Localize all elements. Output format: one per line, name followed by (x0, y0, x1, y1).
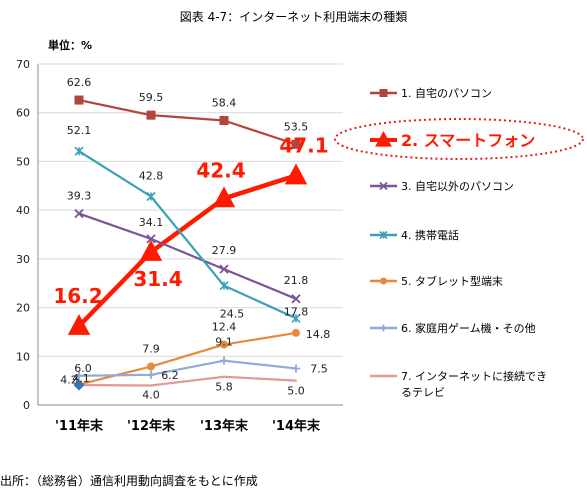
legend-label-4: 4. 携帯電話 (401, 228, 459, 242)
data-label-1: 59.5 (139, 91, 164, 104)
series-3-point (219, 264, 229, 274)
series-line-7 (77, 375, 298, 387)
series-2-point (139, 240, 163, 261)
series-line-6 (77, 359, 298, 377)
legend-label-3: 3. 自宅以外のパソコン (401, 179, 514, 193)
series-line-5 (77, 331, 298, 386)
series-1-point (291, 139, 301, 149)
legend-highlight-ellipse (334, 118, 584, 160)
legend-marker-5 (380, 277, 387, 285)
legend-marker-6 (380, 324, 387, 332)
legend-label-1: 1. 自宅のパソコン (401, 86, 492, 100)
data-label-6: 6.2 (161, 369, 179, 382)
data-label-5: 12.4 (212, 321, 237, 334)
y-tick-label: 10 (16, 350, 30, 363)
series-6-point (75, 371, 83, 380)
series-2-point (284, 163, 308, 185)
series-5-point (220, 340, 228, 349)
series-3-point (291, 294, 301, 304)
x-tick-label: '12年末 (127, 418, 176, 434)
data-label-1: 62.6 (67, 76, 92, 89)
data-label-7: 5.0 (287, 385, 305, 398)
series-4-point (219, 281, 229, 291)
series-6-point (292, 364, 300, 373)
y-tick-label: 30 (16, 253, 30, 266)
x-tick-label: '13年末 (200, 418, 249, 434)
series-4-point (146, 191, 156, 202)
series-1-point (74, 95, 84, 105)
series-1-point (219, 116, 229, 126)
series-4-point (291, 313, 301, 323)
data-label-1: 53.5 (284, 120, 309, 133)
legend-label-5: 5. タブレット型端末 (401, 274, 503, 288)
series-line-2 (76, 173, 299, 329)
data-label-3: 27.9 (212, 244, 237, 257)
data-label-6: 7.5 (310, 362, 328, 375)
data-label-2: 47.1 (279, 134, 328, 158)
y-tick-label: 40 (16, 204, 30, 217)
y-tick-label: 70 (16, 58, 30, 71)
data-label-1: 58.4 (212, 97, 237, 110)
y-tick-label: 0 (23, 399, 30, 412)
unit-label: 単位：% (48, 38, 92, 52)
series-5-point (292, 328, 300, 337)
series-line-1 (77, 98, 298, 146)
series-7-point (73, 379, 85, 391)
data-label-5: 14.8 (306, 328, 331, 341)
data-label-2: 42.4 (196, 158, 245, 182)
legend-label-7: 7. インターネットに接続できるテレビ (401, 369, 547, 399)
legend-label-6: 6. 家庭用ゲーム機・その他 (401, 321, 536, 335)
x-tick-label: '11年末 (55, 418, 104, 434)
figure-title: 図表 4-7：インターネット利用端末の種類 (179, 10, 408, 24)
data-label-3: 39.3 (67, 190, 92, 203)
y-tick-label: 50 (16, 155, 30, 168)
data-label-4: 42.8 (139, 170, 164, 183)
series-6-point (147, 370, 155, 379)
series-1-point (146, 110, 156, 120)
data-label-3: 21.8 (284, 274, 309, 287)
data-label-6: 6.0 (74, 362, 92, 375)
data-label-6: 9.1 (215, 336, 233, 349)
x-tick-label: '14年末 (272, 418, 321, 434)
legend-marker-2 (375, 131, 392, 147)
data-label-3: 34.1 (139, 216, 164, 229)
data-label-5: 7.9 (142, 343, 160, 356)
series-6-point (220, 356, 228, 365)
data-label-7: 4.0 (142, 389, 160, 402)
data-label-5: 4.2 (60, 374, 78, 387)
y-tick-label: 20 (16, 302, 30, 315)
series-5-point (147, 362, 155, 371)
data-label-4: 52.1 (67, 124, 92, 137)
data-label-7: 5.8 (215, 381, 233, 394)
data-label-4: 17.8 (284, 305, 309, 318)
data-label-4: 24.5 (220, 308, 245, 321)
series-2-point (67, 314, 91, 335)
y-tick-label: 60 (16, 107, 30, 120)
series-4-point (74, 146, 84, 156)
series-3-point (146, 234, 156, 244)
legend-marker-4 (379, 230, 388, 240)
legend-label-2: 2. スマートフォン (401, 131, 535, 150)
legend-marker-1 (379, 89, 388, 97)
series-2-point (212, 186, 236, 208)
series-line-4 (77, 150, 298, 320)
data-label-7: 4.1 (72, 372, 90, 385)
data-label-2: 16.2 (53, 284, 102, 308)
series-3-point (74, 208, 84, 219)
data-label-2: 31.4 (133, 267, 182, 291)
series-line-3 (77, 212, 298, 300)
figure-source: 出所：（総務省）通信利用動向調査をもとに作成 (0, 474, 258, 488)
legend-marker-3 (379, 181, 388, 191)
